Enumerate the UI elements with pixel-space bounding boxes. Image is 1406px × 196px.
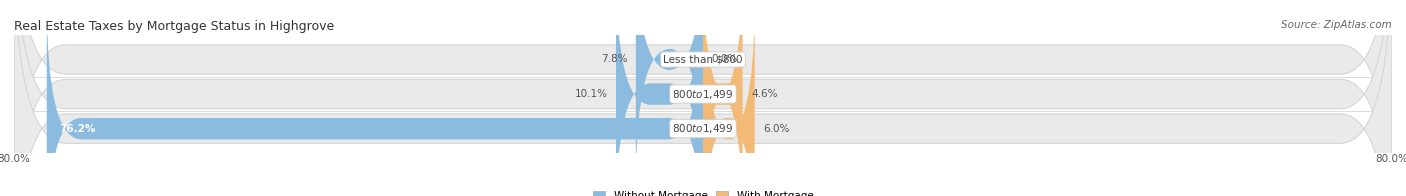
FancyBboxPatch shape [703, 0, 742, 196]
FancyBboxPatch shape [14, 0, 1392, 196]
Text: 4.6%: 4.6% [751, 89, 778, 99]
FancyBboxPatch shape [703, 1, 755, 196]
Text: 10.1%: 10.1% [575, 89, 607, 99]
Text: Source: ZipAtlas.com: Source: ZipAtlas.com [1281, 20, 1392, 30]
Text: $800 to $1,499: $800 to $1,499 [672, 122, 734, 135]
Legend: Without Mortgage, With Mortgage: Without Mortgage, With Mortgage [593, 191, 813, 196]
FancyBboxPatch shape [616, 0, 703, 196]
FancyBboxPatch shape [14, 0, 1392, 196]
FancyBboxPatch shape [14, 0, 1392, 196]
FancyBboxPatch shape [46, 1, 703, 196]
FancyBboxPatch shape [636, 0, 703, 187]
Text: 76.2%: 76.2% [59, 124, 96, 134]
Text: $800 to $1,499: $800 to $1,499 [672, 88, 734, 101]
Text: Less than $800: Less than $800 [664, 54, 742, 64]
Text: Real Estate Taxes by Mortgage Status in Highgrove: Real Estate Taxes by Mortgage Status in … [14, 20, 335, 33]
Text: 0.0%: 0.0% [711, 54, 738, 64]
Text: 6.0%: 6.0% [763, 124, 790, 134]
Text: 7.8%: 7.8% [600, 54, 627, 64]
